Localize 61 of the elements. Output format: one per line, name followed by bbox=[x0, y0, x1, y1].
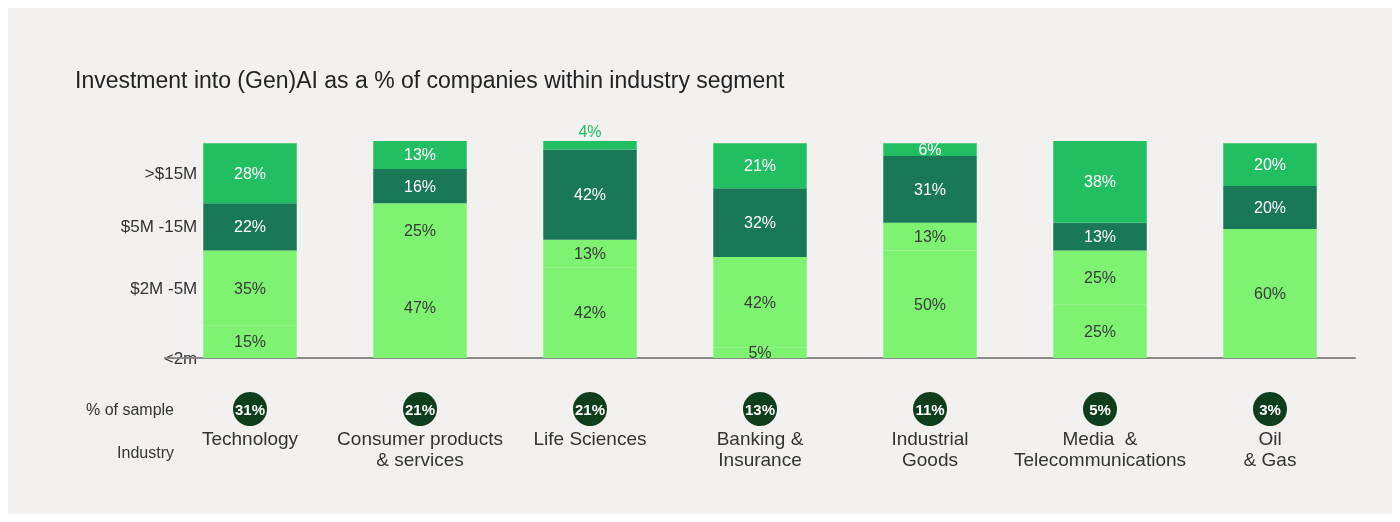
bar bbox=[373, 168, 467, 204]
series-label: >$15M bbox=[144, 163, 198, 183]
data-label: 21% bbox=[743, 157, 777, 175]
data-label: 38% bbox=[1083, 173, 1117, 191]
text: 21% bbox=[404, 400, 436, 418]
data-label: 13% bbox=[403, 146, 437, 164]
data-label: 20% bbox=[1253, 199, 1287, 217]
x-tick-label: Technology bbox=[201, 428, 299, 449]
text: 5% bbox=[1089, 400, 1111, 418]
data-label: 13% bbox=[573, 245, 607, 263]
x-tick-label: Life Sciences bbox=[533, 428, 647, 449]
x-tick-label: Consumer products & services bbox=[337, 428, 503, 470]
series-label: $2M -5M bbox=[130, 278, 198, 298]
data-label: 22% bbox=[233, 218, 267, 236]
x-tick-label: Industrial Goods bbox=[891, 428, 969, 470]
data-label: 13% bbox=[1083, 228, 1117, 246]
data-label: 42% bbox=[573, 304, 607, 322]
bar bbox=[1223, 229, 1317, 358]
bar bbox=[373, 141, 467, 169]
data-label: 50% bbox=[913, 295, 947, 313]
bar bbox=[1053, 222, 1147, 251]
data-label: 35% bbox=[233, 279, 267, 297]
series-label: $5M -15M bbox=[120, 217, 198, 237]
bar bbox=[1223, 143, 1317, 187]
data-label: 13% bbox=[913, 228, 947, 246]
data-label: 4% bbox=[578, 122, 602, 140]
text: % of sample bbox=[85, 400, 175, 418]
text: Industry bbox=[117, 443, 174, 461]
bar bbox=[1223, 186, 1317, 230]
x-tick-label: Media & Telecommunications bbox=[1013, 428, 1187, 470]
bar bbox=[713, 143, 807, 189]
chart-title: Investment into (Gen)AI as a % of companies within industry segment bbox=[75, 66, 786, 93]
bar bbox=[203, 143, 297, 204]
bar bbox=[543, 141, 637, 150]
data-label: 25% bbox=[1083, 322, 1117, 340]
data-label: 32% bbox=[743, 214, 777, 232]
data-label: 47% bbox=[403, 299, 437, 317]
bar bbox=[883, 156, 977, 223]
x-tick-label: Banking & Insurance bbox=[716, 428, 804, 470]
data-label: 42% bbox=[743, 293, 777, 311]
bar bbox=[1053, 141, 1147, 223]
data-label: 28% bbox=[233, 164, 267, 182]
data-label: 15% bbox=[233, 333, 267, 351]
data-label: 6% bbox=[918, 141, 942, 159]
data-label: 16% bbox=[403, 177, 437, 195]
text: 21% bbox=[574, 400, 606, 418]
bar bbox=[713, 188, 807, 258]
text: 11% bbox=[915, 400, 945, 418]
data-label: 20% bbox=[1253, 156, 1287, 174]
text: 31% bbox=[234, 400, 266, 418]
text: 3% bbox=[1259, 400, 1281, 418]
data-label: 31% bbox=[913, 180, 947, 198]
data-label: 25% bbox=[403, 221, 437, 239]
data-label: 5% bbox=[748, 344, 772, 362]
x-tick-label: Oil & Gas bbox=[1243, 428, 1297, 470]
data-label: 42% bbox=[573, 186, 607, 204]
data-label: 60% bbox=[1253, 285, 1287, 303]
text: 13% bbox=[744, 400, 776, 418]
bar bbox=[543, 149, 637, 240]
bar bbox=[203, 203, 297, 251]
data-label: 25% bbox=[1083, 268, 1117, 286]
